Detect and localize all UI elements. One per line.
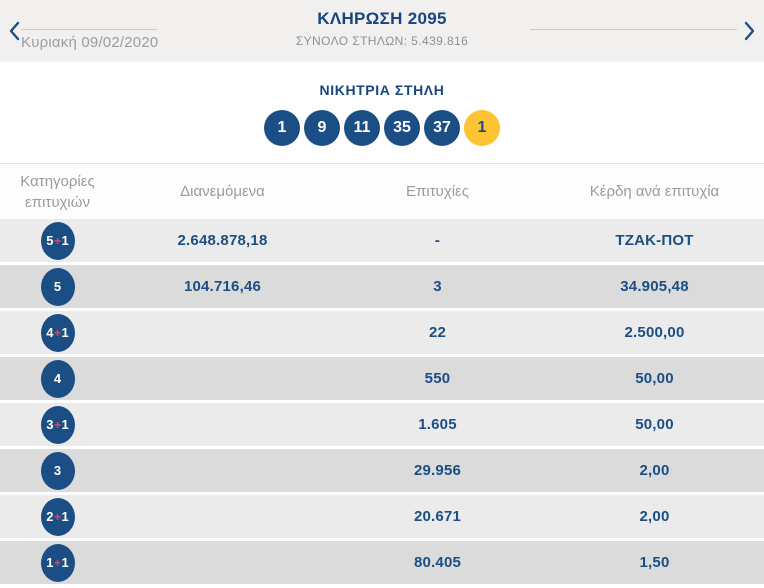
winners-count: - [434,232,441,249]
chevron-left-icon [8,21,20,41]
table-row: 5 +1 2.648.878,18 - ΤΖΑΚ-ΠΟΤ [0,219,764,262]
table-row: 4 +1 22 2.500,00 [0,311,764,354]
total-columns-label: ΣΥΝΟΛΟ ΣΤΗΛΩΝ: 5.439.816 [295,34,469,48]
category-badge: 5 [40,267,75,306]
prize-per-winner: 2,00 [639,462,670,479]
category-badge: 3 +1 [40,405,75,444]
prize-per-winner: ΤΖΑΚ-ΠΟΤ [615,232,694,249]
winning-column-section: ΝΙΚΗΤΡΙΑ ΣΤΗΛΗ 1 9 11 35 37 1 [0,62,764,163]
distributed-amount: 2.648.878,18 [177,232,268,249]
winners-count: 550 [424,370,451,387]
previous-draw-button[interactable] [2,18,26,44]
category-badge: 2 +1 [40,497,75,536]
joker-number-ball: 1 [464,110,500,146]
category-badge: 1 +1 [40,543,75,582]
winning-number-ball: 35 [384,110,420,146]
category-badge: 5 +1 [40,221,75,260]
winning-number-ball: 9 [304,110,340,146]
table-row: 3 +1 1.605 50,00 [0,403,764,446]
winners-count: 20.671 [413,508,462,525]
winners-count: 29.956 [413,462,462,479]
category-badge: 3 [40,451,75,490]
table-row: 5 104.716,46 3 34.905,48 [0,265,764,308]
winning-numbers-row: 1 9 11 35 37 1 [0,110,764,146]
chevron-right-icon [744,21,756,41]
plus-sign: + [53,325,61,340]
prize-per-winner: 50,00 [635,416,674,433]
draw-title: ΚΛΗΡΩΣΗ 2095 [317,9,447,28]
category-badge: 4 [40,359,75,398]
plus-sign: + [53,509,61,524]
prize-per-winner: 2.500,00 [624,324,685,341]
plus-sign: + [53,233,61,248]
column-header-prize: Κέρδη ανά επιτυχία [589,183,720,200]
distributed-amount: 104.716,46 [183,278,262,295]
winning-number-ball: 1 [264,110,300,146]
winning-number-ball: 11 [344,110,380,146]
right-divider-line [530,29,737,30]
results-table: Κατηγορίες επιτυχιών Διανεμόμενα Επιτυχί… [0,163,764,584]
draw-navigation-bar: Κυριακή 09/02/2020 ΚΛΗΡΩΣΗ 2095 ΣΥΝΟΛΟ Σ… [0,0,764,62]
table-row: 2 +1 20.671 2,00 [0,495,764,538]
column-header-winners: Επιτυχίες [406,183,469,200]
draw-date: Κυριακή 09/02/2020 [21,34,159,51]
results-table-body: 5 +1 2.648.878,18 - ΤΖΑΚ-ΠΟΤ 5 104.716,46 3 34.9… [0,219,764,584]
column-header-categories: Κατηγορίες επιτυχιών [20,172,95,211]
column-header-distributed: Διανεμόμενα [180,183,265,200]
table-row: 4 550 50,00 [0,357,764,400]
left-divider-line [21,29,157,30]
winners-count: 22 [428,324,447,341]
winners-count: 80.405 [413,554,462,571]
table-header-row: Κατηγορίες επιτυχιών Διανεμόμενα Επιτυχί… [0,164,764,219]
next-draw-button[interactable] [738,18,762,44]
prize-per-winner: 34.905,48 [620,278,689,295]
table-row: 3 29.956 2,00 [0,449,764,492]
plus-sign: + [53,417,61,432]
prize-per-winner: 50,00 [635,370,674,387]
prize-per-winner: 1,50 [639,554,670,571]
winners-count: 1.605 [418,416,457,433]
winners-count: 3 [433,278,442,295]
category-badge: 4 +1 [40,313,75,352]
plus-sign: + [53,555,61,570]
table-row: 1 +1 80.405 1,50 [0,541,764,584]
winning-number-ball: 37 [424,110,460,146]
winning-column-title: ΝΙΚΗΤΡΙΑ ΣΤΗΛΗ [319,82,445,98]
prize-per-winner: 2,00 [639,508,670,525]
